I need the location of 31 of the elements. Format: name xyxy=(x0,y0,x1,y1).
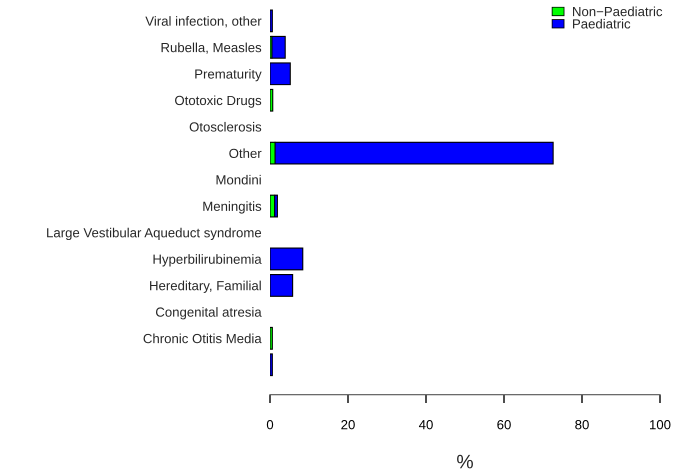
x-tick-label: 40 xyxy=(418,420,433,430)
x-tick-label: 60 xyxy=(497,420,511,430)
y-tick-label: Congenital atresia xyxy=(156,307,262,320)
y-tick-label: Viral infection, other xyxy=(145,16,262,28)
bar xyxy=(270,88,274,112)
y-tick-label: Mondini xyxy=(216,174,261,185)
bar xyxy=(270,248,304,270)
y-tick-label: Chronic Otitis Media xyxy=(144,334,262,344)
bar xyxy=(274,194,278,218)
bar xyxy=(270,9,273,32)
x-axis-title: % xyxy=(457,454,473,468)
bar xyxy=(270,62,291,86)
legend-label: Paediatric xyxy=(573,18,630,29)
x-tick-label: 100 xyxy=(650,420,670,430)
bar xyxy=(270,274,294,297)
y-tick-label: Prematurity xyxy=(195,69,262,82)
y-tick-label: Otosclerosis xyxy=(190,122,262,132)
y-tick-label: Hyperbilirubinemia xyxy=(153,254,262,266)
y-tick-label: Other xyxy=(229,148,262,158)
x-tick-label: 80 xyxy=(575,420,589,430)
y-tick-label: Ototoxic Drugs xyxy=(175,95,262,108)
x-tick-label: 20 xyxy=(341,420,355,430)
bar xyxy=(270,353,273,376)
x-tick-label: 0 xyxy=(266,420,274,430)
y-tick-label: Meningitis xyxy=(203,201,262,214)
y-tick-label: Large Vestibular Aqueduct syndrome xyxy=(47,228,262,240)
y-tick-label: Rubella, Measles xyxy=(162,42,262,54)
bar xyxy=(270,326,273,350)
legend-label: Non−Paediatric xyxy=(573,6,662,16)
y-tick-label: Hereditary, Familial xyxy=(150,280,261,293)
bar xyxy=(271,36,286,59)
